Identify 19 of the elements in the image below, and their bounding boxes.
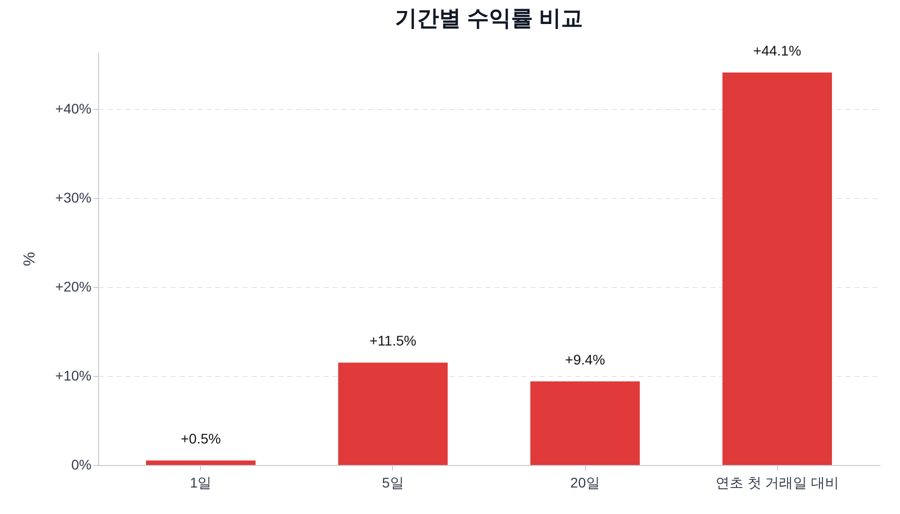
data-label: +0.5% [180,430,221,447]
x-tick-label: 5일 [382,474,404,490]
chart-title: 기간별 수익률 비교 [394,5,584,30]
bar [146,460,256,465]
y-tick-label: +40% [55,100,92,116]
data-label: +44.1% [753,42,802,58]
x-tick-label: 1일 [190,474,212,490]
x-tick-label: 연초 첫 거래일 대비 [715,474,840,490]
x-tick-label: 20일 [570,474,600,490]
y-tick-label: +10% [55,367,92,384]
y-tick-label: +20% [55,278,92,294]
y-axis-title: % [21,252,38,266]
y-tick-label: 0% [71,456,92,472]
data-label: +9.4% [565,351,606,368]
y-tick-label: +30% [55,189,92,206]
bar [530,381,640,465]
bar [722,72,832,465]
bar [338,362,448,465]
data-label: +11.5% [370,332,416,349]
